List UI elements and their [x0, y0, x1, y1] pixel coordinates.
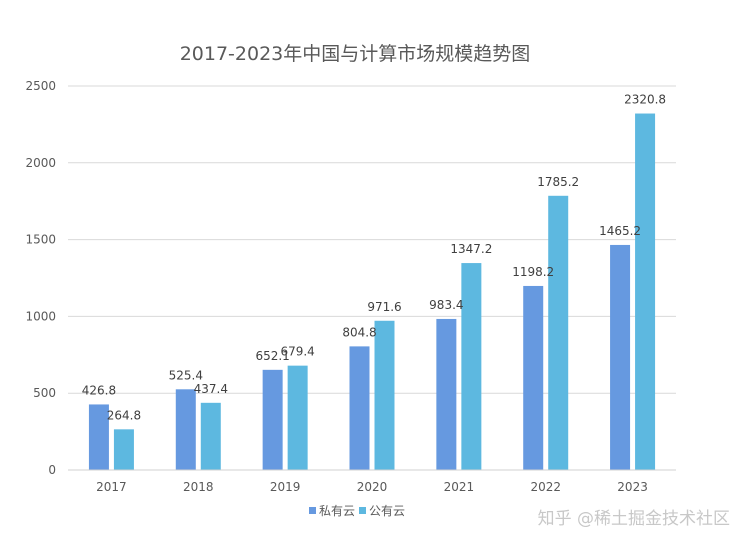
x-tick-label: 2022 — [530, 480, 561, 494]
bar-private — [349, 346, 370, 470]
x-tick-label: 2017 — [96, 480, 127, 494]
chart-title: 2017-2023年中国与计算市场规模趋势图 — [180, 43, 531, 65]
legend-label: 公有云 — [369, 504, 405, 518]
y-tick-label: 1500 — [25, 233, 56, 247]
y-tick-label: 500 — [33, 386, 56, 400]
y-tick-label: 1000 — [25, 309, 56, 323]
bar-private — [436, 318, 457, 470]
x-tick-label: 2019 — [270, 480, 301, 494]
data-label: 2320.8 — [624, 93, 666, 107]
data-label: 983.4 — [429, 298, 463, 312]
bar-public — [374, 320, 395, 470]
data-label: 971.6 — [367, 300, 401, 314]
bar-private — [610, 244, 631, 470]
bar-private — [523, 285, 544, 470]
data-label: 426.8 — [82, 383, 116, 397]
x-tick-label: 2023 — [617, 480, 648, 494]
bar-public — [287, 365, 308, 470]
bars — [88, 113, 656, 471]
data-label: 1347.2 — [450, 242, 492, 256]
data-label: 679.4 — [280, 345, 314, 359]
data-label: 264.8 — [107, 408, 141, 422]
legend-label: 私有云 — [319, 504, 355, 518]
legend-swatch — [309, 507, 316, 514]
legend-swatch — [359, 507, 366, 514]
bar-public — [461, 263, 482, 470]
data-label: 437.4 — [194, 382, 228, 396]
bar-private — [175, 389, 196, 470]
data-label: 804.8 — [342, 325, 376, 339]
data-label: 652.1 — [255, 349, 289, 363]
y-tick-label: 2000 — [25, 156, 56, 170]
bar-public — [635, 113, 656, 471]
bar-public — [200, 402, 221, 470]
x-tick-label: 2021 — [444, 480, 475, 494]
grid — [68, 85, 676, 394]
data-label: 1465.2 — [599, 224, 641, 238]
bar-private — [262, 369, 283, 470]
data-label: 1785.2 — [537, 175, 579, 189]
x-tick-label: 2020 — [357, 480, 388, 494]
x-tick-label: 2018 — [183, 480, 214, 494]
data-label: 1198.2 — [512, 265, 554, 279]
y-tick-label: 2500 — [25, 79, 56, 93]
bar-public — [548, 195, 569, 470]
data-label: 525.4 — [169, 368, 203, 382]
y-tick-label: 0 — [48, 463, 56, 477]
y-axis-ticks: 0 500 1000 1500 2000 2500 — [25, 79, 56, 477]
x-axis-ticks: 2017 2018 2019 2020 2021 2022 2023 — [96, 480, 648, 494]
watermark: 知乎 @稀土掘金技术社区 — [538, 509, 730, 529]
bar-public — [113, 429, 134, 470]
bar-private — [88, 404, 109, 470]
legend: 私有云 公有云 — [309, 504, 405, 518]
